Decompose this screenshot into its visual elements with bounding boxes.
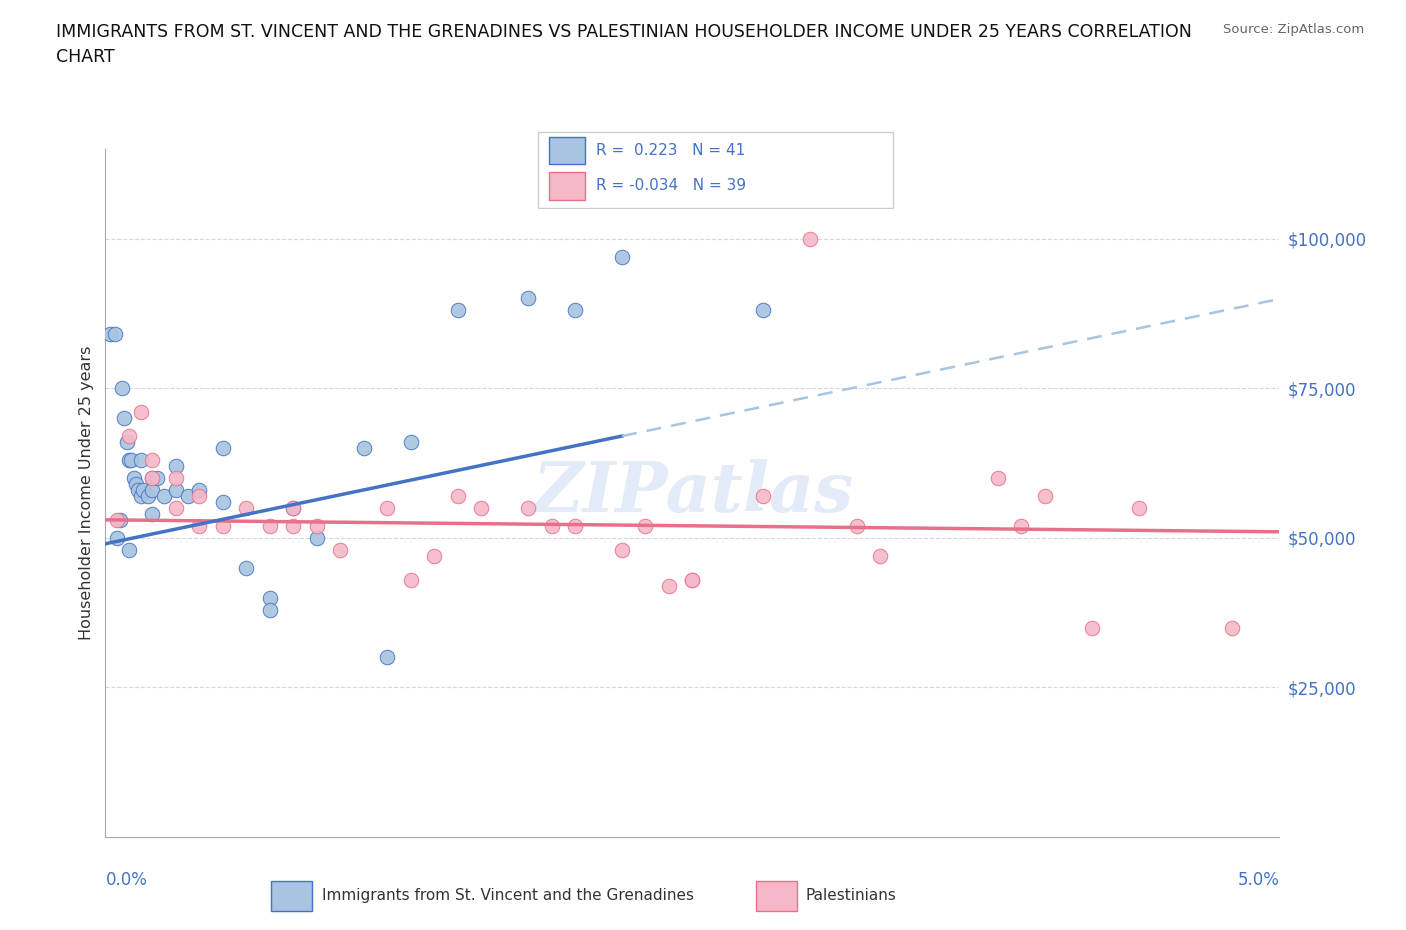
Point (446, 303, 468, 318)
Point (141, 483, 163, 498)
Point (375, 650, 398, 665)
Point (105, 530, 128, 545)
Point (146, 471, 169, 485)
Point (104, 326, 127, 341)
Point (108, 512, 131, 527)
Point (127, 483, 149, 498)
Point (305, 518, 328, 533)
Point (153, 488, 176, 503)
Point (446, 488, 468, 503)
Point (540, 518, 562, 533)
Point (987, 471, 1010, 485)
Point (634, 518, 657, 533)
Text: 5.0%: 5.0% (1237, 871, 1279, 889)
Point (129, 453, 152, 468)
Point (125, 476, 148, 491)
Point (235, 500, 257, 515)
Point (211, 518, 233, 533)
Point (517, 500, 540, 515)
Point (211, 441, 233, 456)
Point (188, 488, 211, 503)
Point (259, 518, 281, 533)
FancyBboxPatch shape (538, 132, 893, 207)
Text: ZIPatlas: ZIPatlas (531, 459, 853, 526)
Point (610, 249, 633, 264)
Point (112, 411, 135, 426)
Point (610, 542, 633, 557)
Point (118, 542, 141, 557)
Bar (756, 881, 797, 911)
Point (682, 572, 704, 587)
Point (1010, 518, 1032, 533)
Point (283, 518, 305, 533)
Point (1033, 488, 1056, 503)
Point (305, 530, 328, 545)
Point (105, 512, 128, 527)
Point (129, 405, 152, 419)
Point (658, 578, 681, 593)
Point (132, 483, 155, 498)
Text: Palestinians: Palestinians (806, 887, 897, 903)
Bar (548, 172, 585, 200)
Point (165, 471, 187, 485)
Point (141, 507, 163, 522)
Point (329, 542, 352, 557)
Point (165, 500, 187, 515)
Point (845, 518, 868, 533)
Bar (548, 137, 585, 165)
Bar (271, 881, 312, 911)
Point (98, 326, 121, 341)
Point (564, 303, 586, 318)
Text: 0.0%: 0.0% (105, 871, 148, 889)
Point (111, 380, 134, 395)
Text: Immigrants from St. Vincent and the Grenadines: Immigrants from St. Vincent and the Gren… (322, 887, 693, 903)
Point (1080, 620, 1102, 635)
Point (682, 572, 704, 587)
Point (165, 458, 187, 473)
Point (141, 471, 163, 485)
Point (235, 560, 257, 575)
Point (399, 572, 422, 587)
Point (165, 483, 187, 498)
Text: R =  0.223   N = 41: R = 0.223 N = 41 (596, 143, 745, 158)
Point (752, 488, 775, 503)
Point (353, 441, 375, 456)
Point (752, 303, 775, 318)
Point (120, 453, 142, 468)
Point (259, 591, 281, 605)
Point (118, 429, 141, 444)
Point (122, 471, 145, 485)
Point (517, 291, 540, 306)
Point (141, 471, 163, 485)
Point (564, 518, 586, 533)
Point (188, 518, 211, 533)
Point (118, 453, 141, 468)
Point (176, 488, 198, 503)
Point (799, 232, 821, 246)
Point (129, 488, 152, 503)
Point (136, 488, 159, 503)
Point (1222, 620, 1244, 635)
Text: Source: ZipAtlas.com: Source: ZipAtlas.com (1223, 23, 1364, 36)
Point (399, 434, 422, 449)
Point (470, 500, 492, 515)
Point (211, 495, 233, 510)
Point (1128, 500, 1150, 515)
Point (141, 453, 163, 468)
Point (115, 434, 138, 449)
Point (375, 500, 398, 515)
Point (283, 500, 305, 515)
Point (423, 549, 446, 564)
Y-axis label: Householder Income Under 25 years: Householder Income Under 25 years (79, 346, 94, 640)
Point (283, 500, 305, 515)
Point (869, 549, 891, 564)
Point (188, 483, 211, 498)
Point (259, 602, 281, 617)
Text: IMMIGRANTS FROM ST. VINCENT AND THE GRENADINES VS PALESTINIAN HOUSEHOLDER INCOME: IMMIGRANTS FROM ST. VINCENT AND THE GREN… (56, 23, 1192, 66)
Text: R = -0.034   N = 39: R = -0.034 N = 39 (596, 179, 747, 193)
